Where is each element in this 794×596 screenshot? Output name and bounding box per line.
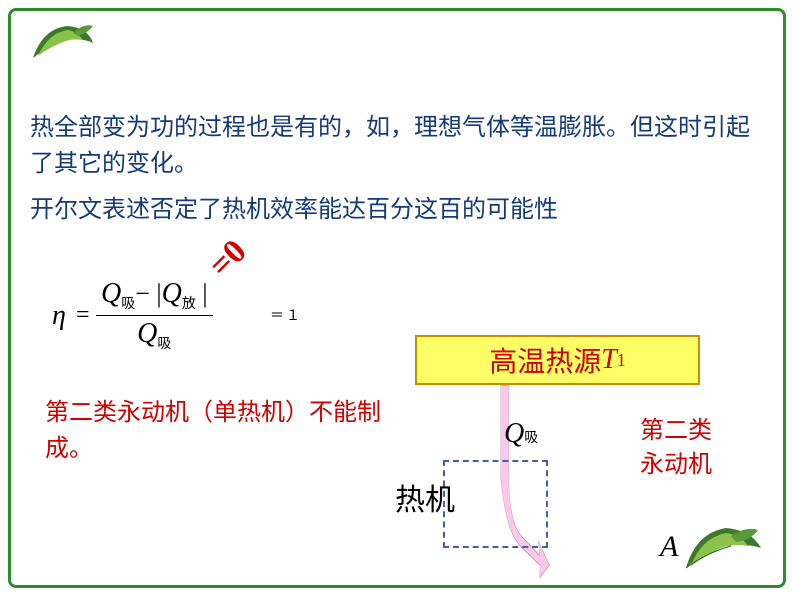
- fraction: Q吸− |Q放 | Q吸: [96, 278, 213, 353]
- heat-source-box: 高温热源T1: [415, 335, 700, 385]
- main-content: 热全部变为功的过程也是有的，如，理想气体等温膨胀。但这时引起了其它的变化。 开尔…: [30, 110, 764, 248]
- numerator: Q吸− |Q放 |: [96, 278, 213, 316]
- equals-sign: =: [76, 302, 90, 329]
- second-kind-label: 第二类 永动机: [640, 415, 712, 482]
- heat-engine-box: [443, 460, 548, 548]
- leaf-decoration-top: [28, 18, 98, 68]
- q-absorb-label: Q吸: [504, 418, 538, 450]
- paragraph-2: 开尔文表述否定了热机效率能达百分这百的可能性: [30, 192, 764, 228]
- denominator: Q吸: [96, 316, 213, 353]
- eta-symbol: η: [52, 300, 66, 332]
- efficiency-formula: η = Q吸− |Q放 | Q吸 ＝１: [52, 270, 302, 370]
- paragraph-1: 热全部变为功的过程也是有的，如，理想气体等温膨胀。但这时引起了其它的变化。: [30, 110, 764, 182]
- heat-engine-label: 热机: [395, 475, 455, 519]
- red-statement: 第二类永动机（单热机）不能制成。: [45, 395, 385, 467]
- leaf-decoration-bottom: [676, 518, 766, 578]
- equals-one: ＝１: [270, 305, 302, 325]
- work-a-label: A: [660, 530, 678, 564]
